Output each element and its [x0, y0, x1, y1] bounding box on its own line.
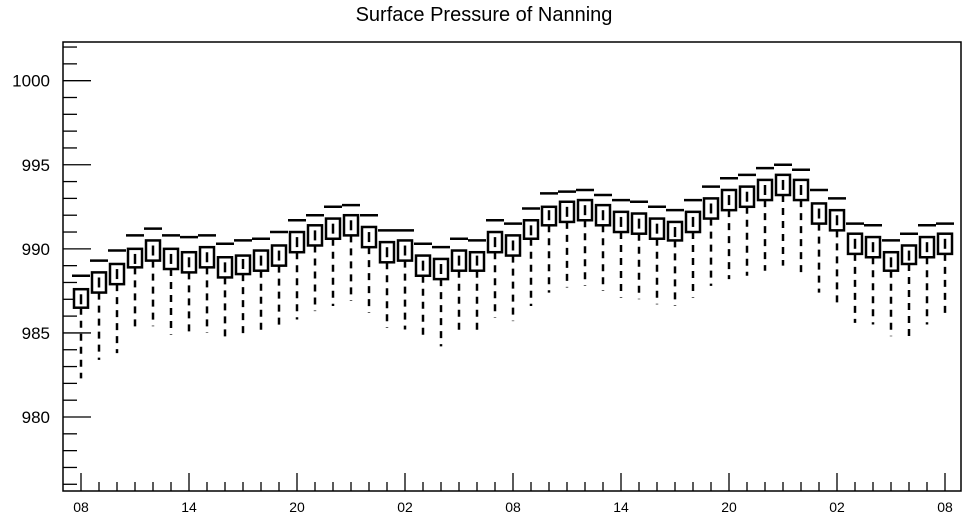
- x-tick-label: 14: [613, 499, 629, 515]
- box-item: [666, 208, 684, 307]
- box-item: [612, 198, 630, 298]
- box-item: [324, 205, 342, 307]
- x-tick-label: 20: [721, 499, 737, 515]
- x-tick-label: 14: [181, 499, 197, 515]
- box-item: [522, 207, 540, 307]
- box-item: [144, 227, 162, 327]
- box-item: [774, 163, 792, 266]
- box-item: [594, 193, 612, 291]
- box-item: [360, 213, 378, 313]
- box-item: [882, 239, 900, 337]
- y-tick-label: 1000: [12, 72, 50, 91]
- box-item: [540, 192, 558, 293]
- box-item: [684, 198, 702, 298]
- x-tick-label: 08: [505, 499, 521, 515]
- chart-title: Surface Pressure of Nanning: [355, 4, 613, 26]
- x-tick-label: 08: [937, 499, 953, 515]
- box-item: [900, 232, 918, 337]
- box-item: [216, 242, 234, 342]
- box-item: [288, 219, 306, 320]
- y-axis: 980 985 990 995 1000: [12, 46, 91, 485]
- box-item: [936, 222, 954, 318]
- box-item: [414, 242, 432, 340]
- box-item: [504, 222, 522, 322]
- box-item: [810, 188, 828, 293]
- box-item: [468, 239, 486, 335]
- box-item: [864, 224, 882, 325]
- box-item: [450, 237, 468, 335]
- x-tick-label: 02: [829, 499, 845, 515]
- box-item: [576, 188, 594, 286]
- box-item: [270, 230, 288, 330]
- box-item: [486, 219, 504, 318]
- x-tick-label: 08: [73, 499, 89, 515]
- x-tick-label: 02: [397, 499, 413, 515]
- x-axis: 08 14 20 02 08 14 20 02 08: [73, 473, 953, 515]
- box-item: [72, 274, 90, 379]
- box-item: [378, 229, 396, 328]
- box-item: [702, 185, 720, 286]
- box-item: [432, 245, 450, 347]
- box-item: [630, 200, 648, 300]
- box-item: [198, 234, 216, 333]
- box-item: [90, 259, 108, 360]
- y-tick-label: 990: [22, 240, 50, 259]
- box-item: [180, 235, 198, 337]
- box-item: [738, 173, 756, 276]
- box-item: [756, 166, 774, 271]
- y-tick-label: 995: [22, 156, 50, 175]
- x-tick-label: 20: [289, 499, 305, 515]
- box-item: [396, 229, 414, 330]
- box-series: [72, 163, 954, 379]
- box-item: [252, 237, 270, 335]
- box-item: [306, 213, 324, 312]
- box-item: [126, 234, 144, 332]
- y-tick-label: 980: [22, 408, 50, 427]
- box-item: [828, 197, 846, 303]
- box-item: [108, 249, 126, 354]
- box-item: [846, 222, 864, 323]
- box-item: [792, 168, 810, 273]
- box-item: [234, 239, 252, 338]
- plot-frame: [62, 41, 962, 492]
- box-item: [918, 224, 936, 325]
- box-item: [162, 234, 180, 335]
- y-tick-label: 985: [22, 324, 50, 343]
- box-item: [558, 190, 576, 288]
- box-item: [720, 176, 738, 280]
- box-item: [342, 203, 360, 301]
- box-item: [648, 205, 666, 305]
